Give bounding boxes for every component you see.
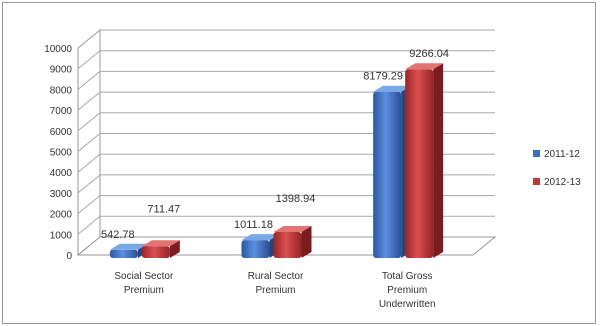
- y-tick-label: 1000: [50, 230, 73, 241]
- bar-top: [141, 240, 180, 247]
- bar-top: [109, 243, 148, 250]
- data-label: 8179.29: [363, 71, 403, 83]
- category-label-line: Premium: [255, 285, 295, 296]
- bar-top: [373, 85, 412, 92]
- gridline: [77, 91, 495, 111]
- gridline: [77, 112, 495, 132]
- gridline: [77, 195, 495, 214]
- y-tick-label: 10000: [44, 44, 72, 55]
- category-label: Social Sector Premium: [114, 271, 174, 296]
- data-label: 1398.94: [276, 193, 316, 205]
- gridline: [77, 174, 495, 194]
- y-tick-label: 4000: [50, 168, 73, 179]
- y-tick-label: 6000: [50, 127, 73, 138]
- y-axis-tick-labels: 0 1000 2000 3000 4000 5000 6000 7000 8000 9000 100…: [44, 44, 72, 262]
- legend-label: 2012-13: [544, 177, 581, 188]
- y-tick-label: 7000: [50, 106, 73, 117]
- category-label-line: Underwritten: [379, 299, 436, 310]
- bar-front: [241, 240, 270, 258]
- bar-2012-13-0: [141, 240, 180, 258]
- gridline: [77, 70, 495, 90]
- data-label: 711.47: [147, 203, 180, 215]
- bar-front: [109, 249, 138, 258]
- legend: 2011-12 2012-13: [533, 149, 581, 188]
- gridline: [77, 215, 495, 235]
- category-label-line: Rural Sector: [248, 271, 304, 282]
- bar-front: [373, 91, 402, 259]
- bar-front: [141, 246, 170, 258]
- bar-side: [433, 63, 444, 259]
- y-tick-label: 0: [66, 251, 72, 262]
- bars: [109, 63, 444, 259]
- gridline: [77, 153, 495, 173]
- gridline: [77, 29, 495, 49]
- bar-chart: 0 1000 2000 3000 4000 5000 6000 7000 8000 9000 100…: [44, 28, 581, 310]
- y-tick-label: 2000: [50, 210, 73, 221]
- gridlines: [77, 29, 495, 256]
- bar-2012-13-2: [405, 63, 444, 259]
- bar-side: [301, 226, 312, 258]
- bar-side: [169, 240, 180, 258]
- data-label: 1011.18: [234, 219, 273, 231]
- legend-swatch: [533, 150, 540, 157]
- data-label: 542.78: [101, 229, 135, 241]
- gridline: [77, 50, 495, 70]
- y-tick-label: 5000: [50, 148, 73, 159]
- bar-2012-13-1: [273, 226, 312, 258]
- category-label: Rural Sector Premium: [248, 271, 304, 296]
- legend-swatch: [533, 178, 540, 185]
- category-label-line: Premium: [387, 285, 427, 296]
- chart-frame: 0 1000 2000 3000 4000 5000 6000 7000 8000 9000 100…: [2, 2, 596, 324]
- category-label-line: Social Sector: [114, 271, 174, 282]
- legend-label: 2011-12: [544, 149, 580, 160]
- bar-top: [273, 226, 312, 233]
- bar-front: [273, 232, 302, 258]
- category-label: Total Gross Premium Underwritten: [379, 271, 436, 310]
- y-tick-label: 3000: [50, 189, 73, 200]
- bar-top: [405, 63, 444, 70]
- gridline: [77, 133, 495, 152]
- y-tick-label: 9000: [50, 65, 73, 76]
- bar-front: [405, 69, 434, 259]
- bar-top: [241, 234, 280, 241]
- data-label: 9266.04: [409, 48, 449, 60]
- y-tick-label: 8000: [50, 85, 73, 96]
- category-label-line: Premium: [124, 285, 164, 296]
- data-labels: 542.78 711.47 1011.18 1398.94 8179.29 9266.04: [101, 48, 449, 241]
- category-label-line: Total Gross: [382, 271, 433, 282]
